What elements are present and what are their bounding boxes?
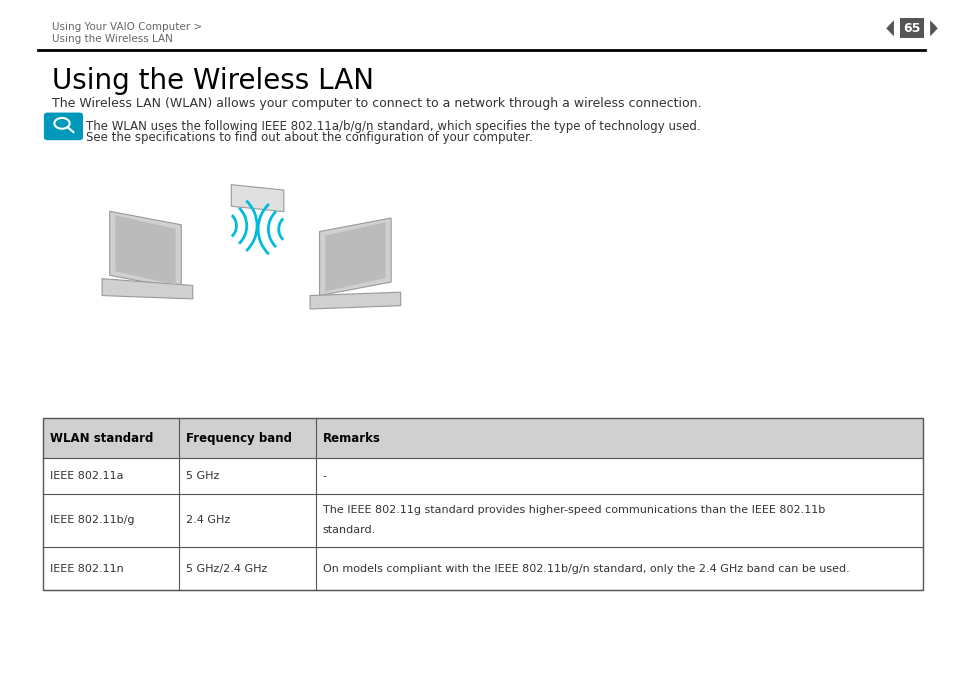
Polygon shape [325, 222, 385, 291]
Text: WLAN standard: WLAN standard [50, 431, 152, 445]
Text: IEEE 802.11b/g: IEEE 802.11b/g [50, 516, 134, 525]
Text: 5 GHz: 5 GHz [186, 471, 219, 481]
Polygon shape [929, 20, 937, 36]
Text: Using the Wireless LAN: Using the Wireless LAN [52, 67, 375, 96]
Text: The Wireless LAN (WLAN) allows your computer to connect to a network through a w: The Wireless LAN (WLAN) allows your comp… [52, 97, 701, 110]
Text: 65: 65 [902, 22, 920, 35]
Text: Using Your VAIO Computer >: Using Your VAIO Computer > [52, 22, 202, 32]
Text: The WLAN uses the following IEEE 802.11a/b/g/n standard, which specifies the typ: The WLAN uses the following IEEE 802.11a… [86, 120, 700, 133]
Text: IEEE 802.11a: IEEE 802.11a [50, 471, 123, 481]
Text: Frequency band: Frequency band [186, 431, 292, 445]
Text: 5 GHz/2.4 GHz: 5 GHz/2.4 GHz [186, 563, 267, 574]
Text: 2.4 GHz: 2.4 GHz [186, 516, 230, 525]
Polygon shape [232, 185, 284, 212]
Polygon shape [319, 218, 391, 295]
Text: -: - [322, 471, 326, 481]
Polygon shape [110, 211, 181, 288]
Text: The IEEE 802.11g standard provides higher-speed communications than the IEEE 802: The IEEE 802.11g standard provides highe… [322, 506, 824, 515]
Text: Using the Wireless LAN: Using the Wireless LAN [52, 34, 173, 44]
Bar [43, 418, 923, 458]
Polygon shape [310, 292, 400, 309]
Text: standard.: standard. [322, 526, 375, 535]
Polygon shape [885, 20, 893, 36]
FancyBboxPatch shape [44, 113, 83, 140]
Polygon shape [102, 279, 193, 299]
Text: See the specifications to find out about the configuration of your computer.: See the specifications to find out about… [86, 131, 532, 144]
Text: Remarks: Remarks [322, 431, 380, 445]
Text: IEEE 802.11n: IEEE 802.11n [50, 563, 123, 574]
Polygon shape [115, 216, 175, 284]
Bar [43, 418, 923, 590]
Text: On models compliant with the IEEE 802.11b/g/n standard, only the 2.4 GHz band ca: On models compliant with the IEEE 802.11… [322, 563, 848, 574]
